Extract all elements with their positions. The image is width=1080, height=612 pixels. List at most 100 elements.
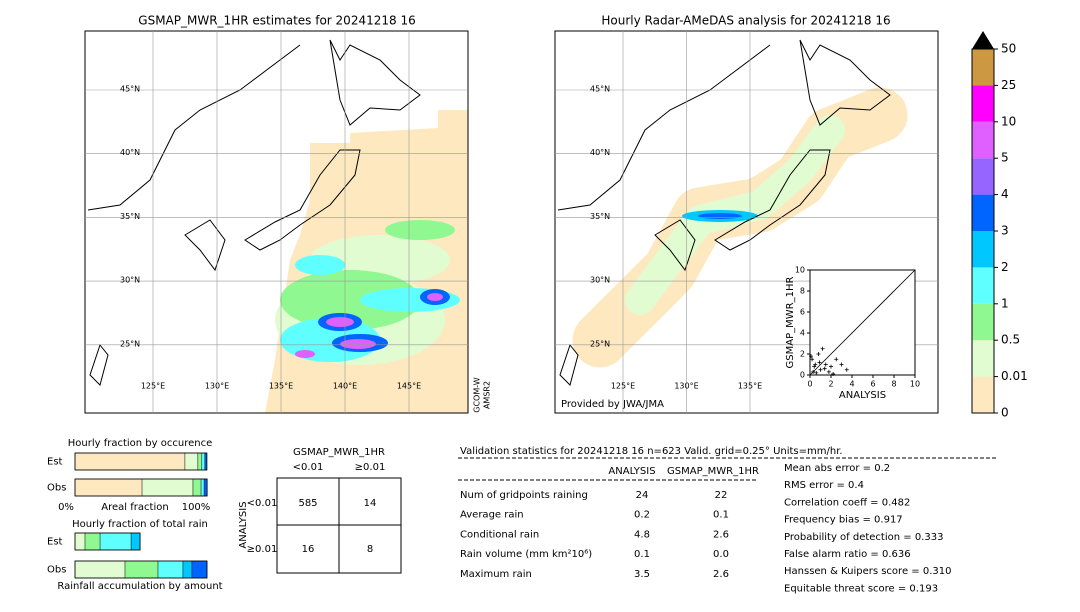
bar-frame [74, 452, 208, 471]
column-label: <0.01 [293, 462, 324, 473]
score: Equitable threat score = 0.193 [784, 583, 938, 594]
colorbar-label: 1 [1001, 296, 1009, 310]
lat-label: 25°N [590, 339, 610, 348]
bar-segment [203, 478, 208, 497]
row-label: Num of gridpoints raining [460, 490, 588, 501]
x-tick-label: 2 [828, 380, 833, 389]
colorbar-extend [972, 31, 994, 49]
row-label: <0.01 [247, 498, 278, 509]
lat-label: 40°N [590, 148, 610, 157]
bar-segment [182, 560, 193, 579]
point [809, 354, 814, 359]
colorbar-segment [972, 376, 994, 413]
bar-segment [191, 560, 208, 579]
point [812, 364, 817, 369]
x-tick-label: 10 [910, 380, 920, 389]
cell: 22 [715, 490, 728, 501]
lon-label: 125°E [611, 382, 635, 391]
bar-segment [74, 560, 126, 579]
colorbar-label: 4 [1001, 187, 1009, 201]
point [818, 367, 823, 372]
map-frame [84, 30, 469, 414]
point [817, 360, 822, 365]
right-map [554, 30, 939, 414]
bar-segment [141, 478, 194, 497]
credit: Provided by JWA/JMA [561, 399, 664, 410]
score: Frequency bias = 0.917 [784, 515, 903, 526]
colorbar-segment [972, 340, 994, 377]
point [811, 369, 816, 374]
bar-segment [74, 478, 143, 497]
cell: 16 [302, 544, 315, 555]
bar-segment [184, 452, 199, 471]
point [839, 362, 844, 367]
bar-segment [200, 478, 205, 497]
bar-label: Est [47, 537, 63, 548]
lon-label: 130°E [674, 382, 698, 391]
colorbar-label: 5 [1001, 151, 1009, 165]
colorbar-label: 50 [1001, 42, 1016, 56]
bar-label: Obs [47, 483, 66, 494]
colorbar-label: 2 [1001, 260, 1009, 274]
point [820, 346, 825, 351]
point [810, 357, 815, 362]
colorbar-label: 0 [1001, 406, 1009, 420]
lat-label: 45°N [120, 85, 140, 94]
bar-segment [157, 560, 184, 579]
x-axis-label: ANALYSIS [839, 390, 886, 401]
left-map [84, 30, 469, 414]
bar-segment [84, 532, 101, 551]
cell: 2.6 [713, 529, 729, 540]
colorbar-label: 25 [1001, 78, 1016, 92]
cell: 0.1 [634, 549, 650, 560]
colorbar-label: 0.01 [1001, 369, 1028, 383]
coastline [557, 39, 891, 386]
colorbar-segment [972, 231, 994, 268]
table-title: GSMAP_MWR_1HR [293, 447, 385, 458]
cell: 14 [364, 498, 377, 509]
lat-label: 45°N [590, 85, 610, 94]
column-header: ANALYSIS [608, 466, 655, 477]
lat-label: 40°N [120, 148, 140, 157]
bar-frame [74, 560, 208, 579]
score: Probability of detection = 0.333 [784, 532, 943, 543]
lat-label: 35°N [590, 212, 610, 221]
map-frame [554, 30, 939, 414]
column-header: GSMAP_MWR_1HR [667, 466, 759, 477]
colorbar-segment [972, 303, 994, 341]
point [826, 369, 831, 374]
score: Mean abs error = 0.2 [784, 463, 890, 474]
cell: 3.5 [634, 569, 650, 580]
lon-label: 125°E [141, 382, 165, 391]
colorbar-segment [972, 121, 994, 159]
map-title: GSMAP_MWR_1HR estimates for 20241218 16 [138, 14, 415, 28]
y-tick-label: 4 [800, 329, 805, 338]
colorbar-label: 3 [1001, 224, 1009, 238]
panel-caption: Rainfall accumulation by amount [57, 581, 222, 592]
side-label: GCOM-W [473, 377, 482, 413]
bar-frame [74, 532, 141, 551]
lat-label: 30°N [590, 276, 610, 285]
diagonal [809, 269, 916, 376]
lon-label: 135°E [269, 382, 293, 391]
bar-segment [124, 560, 159, 579]
colorbar-segment [972, 49, 994, 86]
bar-segment [197, 452, 203, 471]
cell: 8 [367, 544, 373, 555]
bar-segment [74, 532, 86, 551]
bar-segment [201, 452, 206, 471]
score: Correlation coeff = 0.482 [784, 497, 910, 508]
row-label: Average rain [460, 510, 524, 521]
point [813, 362, 818, 367]
point [844, 367, 849, 372]
x-tick-label: 4 [849, 380, 854, 389]
bar-segment [99, 532, 132, 551]
side-label: AMSR2 [483, 381, 492, 409]
x-tick-label: 8 [891, 380, 896, 389]
y-tick-label: 6 [800, 308, 805, 317]
axis-label: 100% [182, 502, 211, 513]
cell: 2.6 [713, 569, 729, 580]
point [829, 364, 833, 369]
colorbar-label: 0.5 [1001, 333, 1020, 347]
